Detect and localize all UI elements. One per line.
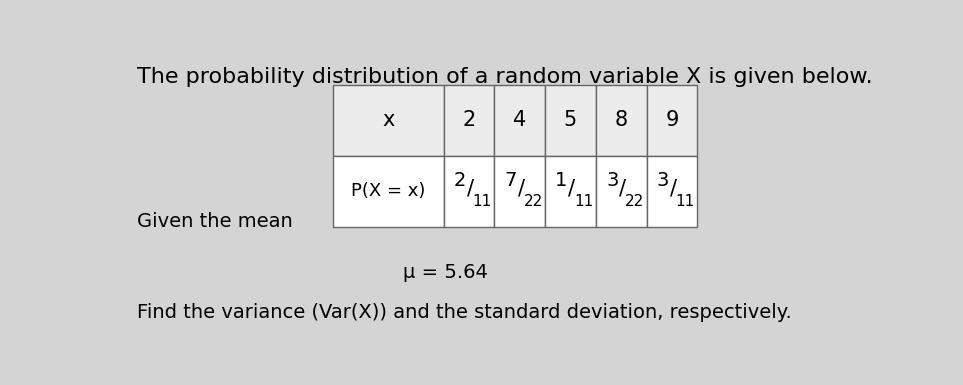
Text: /: /: [467, 179, 474, 199]
Text: 2: 2: [462, 110, 476, 130]
Bar: [333, 156, 444, 227]
Bar: [444, 156, 494, 227]
Text: P(X = x): P(X = x): [351, 182, 426, 201]
Bar: [646, 85, 697, 156]
Text: 5: 5: [563, 110, 577, 130]
Text: 22: 22: [625, 194, 644, 209]
Text: The probability distribution of a random variable X is given below.: The probability distribution of a random…: [137, 67, 872, 87]
Text: /: /: [619, 179, 626, 199]
Text: Given the mean: Given the mean: [137, 212, 293, 231]
Bar: [545, 85, 596, 156]
Text: /: /: [568, 179, 576, 199]
Text: 7: 7: [505, 171, 517, 190]
Bar: [646, 156, 697, 227]
Text: 9: 9: [665, 110, 679, 130]
Text: 1: 1: [556, 171, 567, 190]
Text: 11: 11: [676, 194, 695, 209]
Text: /: /: [670, 179, 677, 199]
Text: 8: 8: [614, 110, 628, 130]
Text: 3: 3: [606, 171, 618, 190]
Text: 3: 3: [657, 171, 669, 190]
Text: /: /: [518, 179, 525, 199]
Text: 22: 22: [524, 194, 543, 209]
Bar: [596, 156, 646, 227]
Text: x: x: [382, 110, 395, 130]
Bar: [494, 85, 545, 156]
Text: 11: 11: [473, 194, 492, 209]
Text: 2: 2: [454, 171, 466, 190]
Bar: [444, 85, 494, 156]
Bar: [494, 156, 545, 227]
Bar: [545, 156, 596, 227]
Text: 11: 11: [574, 194, 593, 209]
Text: 4: 4: [513, 110, 527, 130]
Text: Find the variance (Var(X)) and the standard deviation, respectively.: Find the variance (Var(X)) and the stand…: [137, 303, 792, 322]
Bar: [333, 85, 444, 156]
Bar: [596, 85, 646, 156]
Text: μ = 5.64: μ = 5.64: [403, 263, 487, 281]
